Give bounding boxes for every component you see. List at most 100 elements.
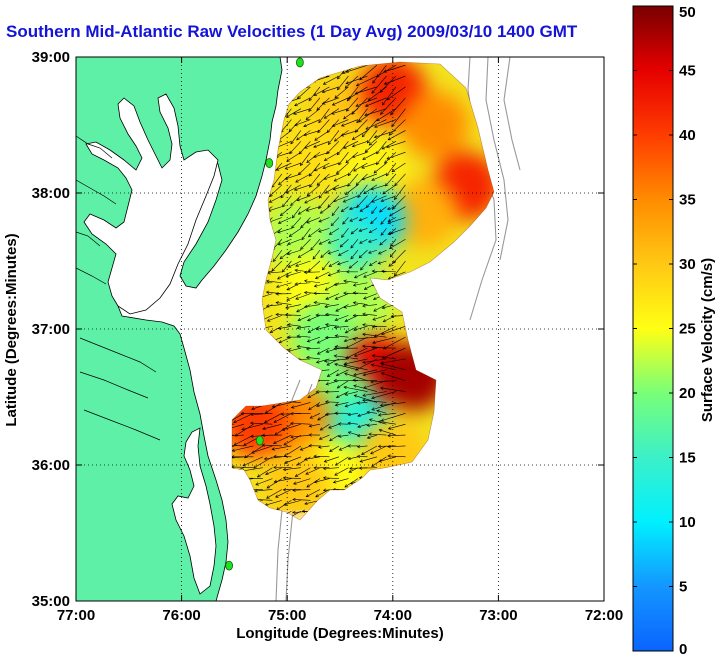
- velocity-arrow: [295, 260, 311, 267]
- velocity-arrow: [271, 445, 292, 451]
- velocity-arrow: [337, 260, 349, 266]
- velocity-arrow: [372, 336, 397, 344]
- velocity-arrow: [333, 195, 349, 203]
- velocity-arrow: [385, 162, 397, 177]
- velocity-arrow: [376, 141, 387, 155]
- velocity-arrow: [284, 173, 302, 180]
- velocity-arrow: [353, 384, 378, 392]
- velocity-arrow: [386, 86, 406, 101]
- velocity-arrow: [290, 421, 311, 426]
- velocity-arrow: [355, 97, 378, 107]
- velocity-arrow: [232, 413, 245, 425]
- x-tick-label: 74:00: [374, 607, 412, 624]
- velocity-arrow: [296, 195, 311, 202]
- speed-cell: [390, 179, 459, 248]
- velocity-arrow: [294, 97, 311, 107]
- velocity-arrow: [292, 488, 311, 492]
- velocity-arrow: [327, 249, 340, 255]
- velocity-arrow: [362, 151, 378, 160]
- speed-cell: [274, 118, 343, 187]
- velocity-arrow: [303, 119, 321, 128]
- velocity-arrow: [250, 412, 273, 417]
- velocity-arrow: [306, 217, 321, 224]
- velocity-arrow: [360, 260, 368, 271]
- velocity-arrow: [343, 279, 358, 284]
- velocity-arrow: [370, 380, 396, 384]
- velocity-arrow: [283, 500, 302, 506]
- velocity-arrow: [336, 162, 349, 175]
- velocity-arrow: [305, 206, 321, 212]
- velocity-arrow: [388, 260, 397, 267]
- velocity-arrow: [314, 130, 330, 141]
- velocity-arrow: [322, 476, 339, 480]
- velocity-arrow: [343, 358, 368, 366]
- velocity-arrow: [319, 206, 330, 214]
- velocity-arrow: [297, 315, 311, 322]
- velocity-arrow: [368, 260, 378, 266]
- velocity-arrow: [362, 312, 377, 316]
- velocity-arrow: [265, 467, 283, 476]
- velocity-arrow: [304, 141, 321, 149]
- velocity-arrow: [373, 304, 387, 312]
- velocity-arrow: [368, 249, 378, 254]
- velocity-arrow: [347, 162, 359, 177]
- velocity-arrow: [388, 119, 406, 136]
- velocity-arrow: [232, 455, 254, 459]
- velocity-arrow: [333, 282, 349, 287]
- velocity-arrow: [365, 119, 387, 130]
- velocity-arrow: [277, 217, 292, 224]
- velocity-arrow: [316, 347, 330, 355]
- velocity-arrow: [359, 456, 378, 463]
- velocity-arrow: [340, 206, 349, 213]
- velocity-arrow: [362, 323, 377, 327]
- velocity-arrow: [268, 195, 283, 203]
- velocity-arrow: [381, 269, 396, 274]
- velocity-arrow: [374, 119, 397, 128]
- velocity-arrow: [371, 206, 378, 215]
- velocity-arrow: [324, 184, 340, 194]
- velocity-arrow: [351, 141, 368, 148]
- velocity-arrow: [354, 119, 368, 133]
- velocity-arrow: [312, 151, 330, 159]
- velocity-arrow: [358, 108, 378, 123]
- velocity-arrow: [289, 141, 302, 155]
- velocity-arrow: [353, 271, 368, 279]
- station-marker: [225, 560, 234, 571]
- velocity-arrow: [308, 444, 320, 448]
- velocity-arrow: [358, 249, 368, 259]
- velocity-arrow: [371, 354, 397, 360]
- velocity-arrow: [312, 249, 321, 260]
- velocity-arrow: [271, 260, 283, 272]
- velocity-arrow: [320, 249, 330, 258]
- velocity-arrow: [334, 411, 349, 415]
- velocity-arrow: [363, 293, 378, 300]
- velocity-arrow: [372, 64, 387, 84]
- velocity-arrow: [370, 445, 387, 455]
- velocity-arrow: [381, 141, 397, 150]
- velocity-arrow: [356, 195, 368, 208]
- velocity-arrow: [313, 291, 330, 296]
- velocity-arrow: [251, 445, 273, 454]
- velocity-arrow: [296, 130, 311, 141]
- velocity-arrow: [279, 249, 292, 260]
- colorbar-label: Surface Velocity (cm/s): [699, 258, 716, 422]
- velocity-arrow: [387, 423, 406, 430]
- velocity-arrow: [290, 130, 302, 145]
- velocity-arrow: [362, 304, 377, 308]
- velocity-arrow: [308, 433, 320, 437]
- station-marker: [255, 435, 264, 446]
- velocity-arrow: [347, 456, 359, 461]
- x-tick-label: 77:00: [57, 607, 95, 624]
- colorbar: [632, 5, 674, 652]
- velocity-arrow: [324, 304, 339, 309]
- velocity-arrow: [332, 184, 349, 191]
- velocity-arrow: [361, 162, 378, 169]
- velocity-arrow: [344, 326, 359, 334]
- velocity-arrow: [324, 400, 339, 404]
- velocity-arrow: [282, 476, 301, 480]
- chart-title: Southern Mid-Atlantic Raw Velocities (1 …: [6, 22, 578, 41]
- velocity-arrow: [307, 391, 321, 398]
- velocity-arrow: [347, 412, 358, 417]
- velocity-arrow: [300, 217, 311, 229]
- velocity-arrow: [385, 173, 397, 187]
